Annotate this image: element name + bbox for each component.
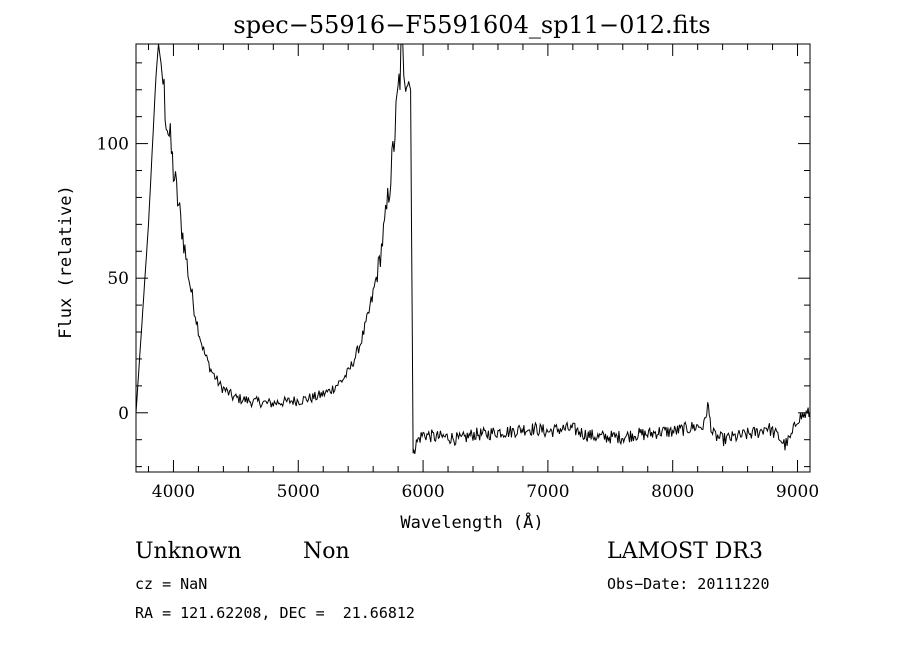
object-class-label: Unknown — [135, 539, 242, 564]
chart-title: spec−55916−F5591604_sp11−012.fits — [233, 11, 710, 39]
tick-labels: 4000 5000 6000 7000 8000 9000 0 50 100 — [97, 135, 820, 502]
x-tick-label: 9000 — [776, 482, 819, 502]
axis-ticks — [136, 44, 810, 472]
x-tick-label: 8000 — [651, 482, 694, 502]
coordinates-text: RA = 121.62208, DEC = 21.66812 — [135, 604, 415, 622]
survey-label: LAMOST DR3 — [607, 539, 763, 564]
redshift-text: cz = NaN — [135, 575, 208, 593]
y-tick-label: 50 — [107, 269, 129, 289]
x-tick-label: 4000 — [152, 482, 195, 502]
object-subclass-label: Non — [303, 539, 350, 564]
obs-date-text: Obs−Date: 20111220 — [607, 575, 770, 593]
y-tick-label: 100 — [97, 135, 129, 155]
x-axis-label: Wavelength (Å) — [400, 511, 543, 533]
y-tick-label: 0 — [118, 404, 129, 424]
y-axis-label: Flux (relative) — [56, 185, 76, 339]
spectrum-line — [135, 43, 811, 455]
x-tick-label: 5000 — [277, 482, 320, 502]
x-tick-label: 7000 — [526, 482, 569, 502]
x-tick-label: 6000 — [401, 482, 444, 502]
